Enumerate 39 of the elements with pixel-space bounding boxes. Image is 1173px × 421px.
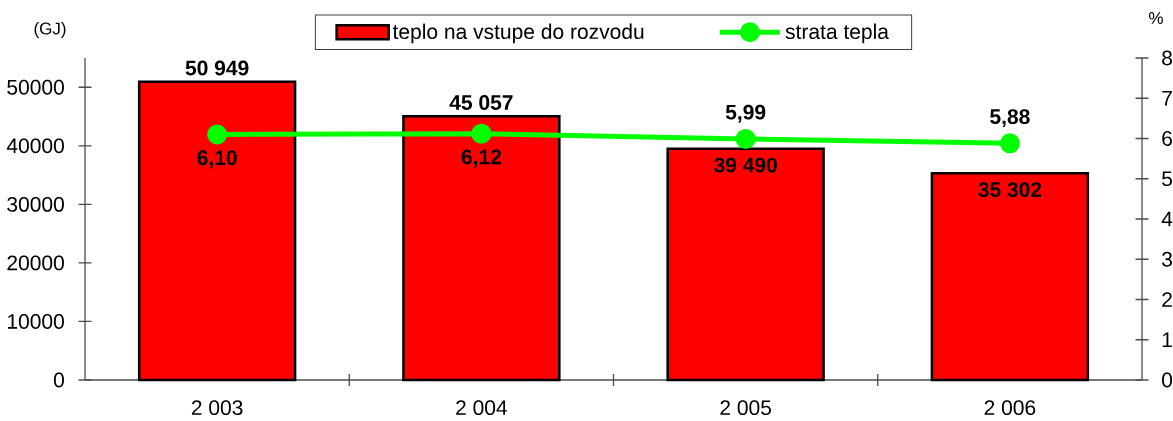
point (207, 124, 228, 145)
y-tick-label: 20000 (7, 255, 64, 271)
y2-tick-label: 3 (1162, 251, 1172, 267)
bar (402, 114, 561, 382)
point (999, 133, 1020, 154)
y-tick-label: 10000 (7, 314, 64, 329)
data-label: 5,88 (990, 109, 1030, 128)
y-tick-label: 30000 (7, 196, 64, 212)
point (735, 128, 756, 149)
y2-tick-label: 0 (1162, 372, 1173, 388)
legend-label: teplo na vstupe do rozvodu (392, 23, 644, 44)
y-axis-title: (GJ) (34, 22, 66, 38)
data-label: 39 490 (714, 157, 777, 173)
data-label: 35 302 (978, 182, 1042, 198)
y2-tick-label: 5 (1162, 171, 1173, 187)
legend-label: strata tepla (785, 23, 889, 44)
y2-tick-label: 7 (1162, 91, 1172, 106)
data-label: 6,10 (197, 150, 237, 169)
data-label: 50 949 (185, 60, 249, 76)
x-tick-label: 2 005 (720, 400, 771, 416)
y2-tick-label: 4 (1161, 211, 1173, 227)
x-tick-label: 2 006 (984, 400, 1036, 416)
data-label: 5,99 (725, 104, 766, 123)
bar (137, 80, 297, 382)
data-label: 6,12 (461, 149, 501, 168)
y-tick-label: 0 (53, 372, 64, 388)
bar (930, 172, 1090, 382)
x-tick-label: 2 004 (456, 400, 508, 416)
y-tick-label: 40000 (6, 138, 64, 154)
y2-tick-label: 8 (1162, 50, 1172, 66)
y-tick-label: 50000 (7, 79, 64, 95)
point (471, 123, 492, 144)
y2-tick-label: 1 (1162, 332, 1172, 347)
y2-tick-label: 2 (1162, 292, 1172, 307)
data-label: 45 057 (449, 95, 513, 110)
y2-tick-label: 6 (1162, 131, 1172, 146)
x-tick-label: 2 003 (191, 400, 243, 416)
y2-axis-title: % (1149, 12, 1163, 24)
bar (666, 147, 825, 382)
